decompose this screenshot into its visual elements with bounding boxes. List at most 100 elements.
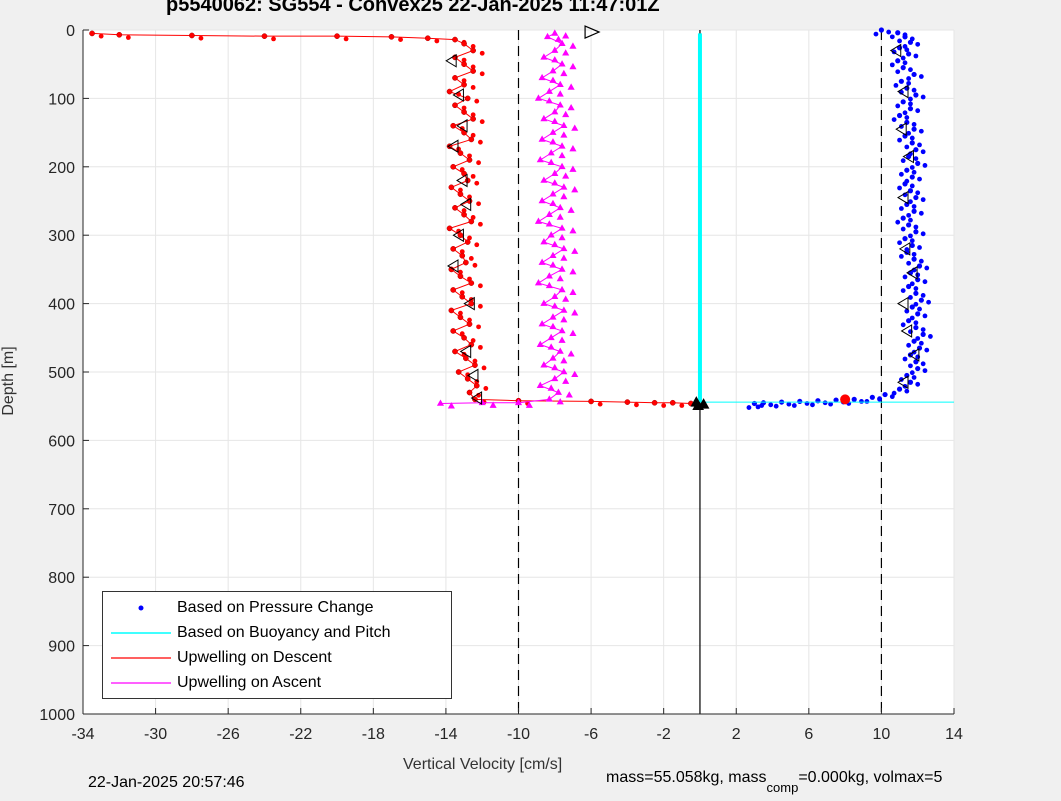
pressure-point (918, 128, 924, 134)
x-tick-label: 14 (945, 726, 963, 743)
ascent-point (562, 295, 570, 302)
descent-point (459, 331, 465, 337)
descent-point (198, 35, 204, 41)
ascent-point (560, 367, 568, 375)
open-triangle-marker (447, 259, 459, 273)
descent-point (470, 338, 476, 343)
pressure-point (896, 112, 903, 119)
ascent-point (558, 265, 566, 272)
ascent-point (556, 203, 564, 211)
open-triangle-marker (889, 43, 902, 58)
pressure-point (904, 388, 910, 394)
legend-label: Based on Pressure Change (177, 599, 374, 616)
pressure-point (898, 206, 904, 211)
descent-point (450, 328, 457, 334)
pressure-point (907, 188, 914, 194)
descent-point (343, 36, 349, 42)
pressure-point (900, 65, 906, 71)
pressure-point (828, 401, 834, 407)
ascent-point (569, 144, 577, 152)
descent-point (466, 157, 473, 163)
pressure-point (896, 386, 903, 392)
ascent-point (569, 227, 577, 234)
descent-point (479, 119, 485, 125)
pressure-point (913, 194, 919, 201)
ascent-point (556, 213, 564, 220)
pressure-point (907, 39, 914, 45)
legend-item-ascent: Upwelling on Ascent (103, 673, 451, 693)
footer-date: 22-Jan-2025 20:57:46 (88, 774, 245, 791)
ascent-point (551, 240, 559, 248)
pressure-point (920, 361, 926, 367)
ascent-point (560, 315, 568, 323)
ascent-point (549, 199, 557, 207)
descent-point (388, 33, 395, 40)
descent-point (470, 85, 476, 90)
y-tick-label: 400 (48, 297, 75, 314)
ascent-point (558, 285, 566, 293)
ascent-point (567, 350, 575, 357)
pressure-point (904, 144, 910, 150)
ascent-point (489, 401, 497, 408)
descent-point (450, 246, 457, 252)
pressure-point (922, 163, 928, 168)
open-triangle-marker (897, 296, 909, 311)
pressure-point (926, 299, 931, 305)
descent-point (464, 239, 471, 245)
ascent-point (549, 76, 557, 83)
descent-point (461, 40, 467, 47)
legend-label: Upwelling on Ascent (177, 674, 322, 691)
pressure-point (915, 365, 921, 372)
descent-point (651, 399, 658, 406)
descent-point (468, 300, 475, 307)
pressure-point (907, 106, 914, 112)
ascent-point (540, 114, 548, 122)
descent-point (483, 386, 489, 391)
pressure-point (895, 219, 901, 225)
descent-point (434, 38, 440, 44)
pressure-point (915, 272, 921, 278)
ascent-point (556, 274, 564, 282)
descent-point (470, 47, 476, 54)
descent-point (466, 389, 473, 396)
ascent-point (534, 94, 543, 101)
pressure-point (877, 396, 883, 402)
pressure-point (906, 222, 912, 228)
pressure-point (900, 322, 906, 328)
pressure-point (882, 391, 888, 398)
pressure-point (895, 69, 901, 75)
ascent-point (560, 306, 568, 313)
pressure-point (911, 169, 917, 175)
pressure-point (897, 38, 902, 44)
ascent-point (562, 172, 570, 179)
pressure-point (920, 94, 926, 100)
params-post: =0.000kg, volmax=5 (798, 769, 943, 786)
footer-params: mass=55.058kg, masscomp=0.000kg, volmax=… (606, 769, 943, 795)
ascent-point (534, 279, 543, 286)
ascent-point (547, 231, 555, 238)
pressure-point (908, 101, 913, 107)
pressure-point (915, 41, 921, 47)
pressure-point (913, 229, 919, 235)
ascent-point (560, 69, 568, 77)
params-pre: mass=55.058kg, mass (606, 769, 767, 786)
descent-point (455, 369, 462, 375)
ascent-point (565, 391, 573, 398)
chart-title: p5540062: SG554 - Convex25 22-Jan-2025 1… (166, 0, 660, 16)
x-tick-label: 2 (732, 726, 741, 743)
legend-item-pressure: Based on Pressure Change (103, 598, 451, 618)
ascent-point (545, 281, 553, 289)
pressure-point (920, 149, 926, 155)
pressure-point (917, 306, 922, 312)
descent-point (459, 290, 465, 296)
pressure-point (922, 313, 928, 319)
descent-point (472, 358, 478, 364)
descent-point (661, 403, 667, 408)
descent-point (461, 105, 467, 111)
ascent-point (436, 399, 445, 406)
pressure-point (906, 212, 912, 218)
y-tick-label: 900 (48, 639, 75, 656)
descent-point (470, 68, 476, 74)
params-sub: comp (766, 780, 799, 795)
ascent-point (514, 398, 523, 406)
